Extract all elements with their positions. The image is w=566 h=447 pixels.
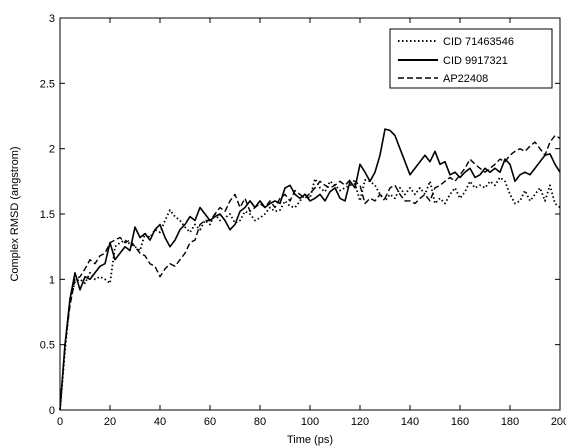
x-tick-label-140: 140	[401, 416, 419, 428]
x-tick-label-160: 160	[451, 416, 469, 428]
x-tick-label-100: 100	[301, 416, 319, 428]
x-tick-label-200: 200	[551, 416, 566, 428]
legend-label-cid-9917321: CID 9917321	[443, 55, 508, 67]
legend-label-cid-71463546: CID 71463546	[443, 36, 514, 48]
x-tick-label-40: 40	[154, 416, 166, 428]
x-tick-label-0: 0	[57, 416, 63, 428]
y-tick-label-0-5: 0.5	[40, 340, 55, 352]
series-line-cid-71463546	[59, 176, 561, 411]
y-tick-label-2: 2	[49, 144, 55, 156]
y-tick-label-1-5: 1.5	[40, 209, 55, 221]
y-tick-label-0: 0	[49, 405, 55, 417]
series-line-ap22408	[59, 134, 561, 411]
x-tick-label-180: 180	[501, 416, 519, 428]
y-tick-label-1: 1	[49, 274, 55, 286]
x-axis-label: Time (ps)	[287, 434, 333, 446]
legend-label-ap22408: AP22408	[443, 73, 488, 85]
x-tick-label-60: 60	[204, 416, 216, 428]
legend: CID 71463546 CID 9917321 AP22408	[389, 28, 553, 89]
x-tick-label-80: 80	[254, 416, 266, 428]
plot-frame	[59, 17, 561, 411]
y-tick-label-3: 3	[49, 13, 55, 25]
y-axis-label: Complex RMSD (angstrom)	[9, 146, 21, 281]
series-lines	[59, 128, 561, 411]
axis-ticks: 0 20 40 60 80 100 120 140 160 180 200 0 0.5 1 1.5 2 2.5 3	[40, 13, 566, 428]
y-tick-label-2-5: 2.5	[40, 78, 55, 90]
x-tick-label-20: 20	[104, 416, 116, 428]
x-tick-label-120: 120	[351, 416, 369, 428]
series-line-cid-9917321	[59, 128, 561, 411]
